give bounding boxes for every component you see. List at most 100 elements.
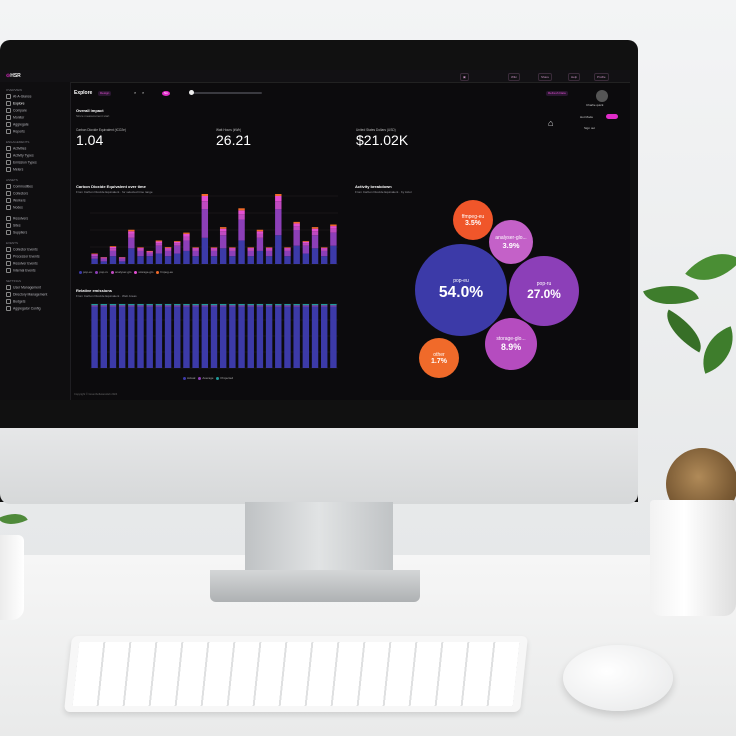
bubble-label: storage-glo... xyxy=(496,336,526,342)
sidebar-item-suppliers[interactable]: Suppliers xyxy=(6,230,27,235)
sidebar-item-emission-types[interactable]: Emission Types xyxy=(6,160,37,165)
bubble-ffmpeg-eu[interactable]: ffmpeg-eu 3.5% xyxy=(453,200,493,240)
sidebar-item-icon xyxy=(6,223,11,228)
bar-pop-eu-10 xyxy=(174,253,181,264)
bar-pop-ru-10 xyxy=(174,245,181,254)
bar-pop-ru-7 xyxy=(146,253,153,257)
bar-Projected-6 xyxy=(137,304,144,306)
sidebar-item-aggregator-config[interactable]: Aggregator Config xyxy=(6,306,41,311)
app-logo[interactable]: ⊙HSR xyxy=(6,73,21,79)
bar-fmpeg-eu-13 xyxy=(201,194,209,196)
avatar[interactable] xyxy=(596,90,608,102)
bar-pop-ru-2 xyxy=(100,258,107,262)
bar-pop-ru-15 xyxy=(219,235,227,249)
bar-Actual-6 xyxy=(137,306,144,368)
sidebar-item-activity-types[interactable]: Activity Types xyxy=(6,153,34,158)
sidebar-item-label: Directory Management xyxy=(13,292,48,297)
sidebar-item-resolvers[interactable]: Resolvers xyxy=(6,216,28,221)
topbar-button-wiki[interactable]: Wiki xyxy=(508,73,520,81)
sidebar-item-icon xyxy=(6,299,11,304)
sidebar-item-resolver-events[interactable]: Resolver Events xyxy=(6,261,38,266)
bar-storage-glo-20 xyxy=(265,247,273,249)
bar-Projected-7 xyxy=(146,304,153,306)
topbar-button-share[interactable]: Share xyxy=(538,73,553,81)
sidebar-item-label: Reports xyxy=(13,129,25,134)
bubble-analyser-glo[interactable]: analyser-glo... 3.9% xyxy=(489,220,533,264)
bar-storage-glo-24 xyxy=(302,241,310,244)
sign-out-item[interactable]: Sign out xyxy=(584,126,596,130)
bar-analyser-glo-16 xyxy=(229,248,236,251)
sidebar-item-icon xyxy=(6,129,11,134)
bar-storage-glo-5 xyxy=(128,231,135,234)
kpi-usd-value: $21.02K xyxy=(356,132,409,148)
bar-analyser-glo-9 xyxy=(164,248,172,251)
sidebar-item-user-management[interactable]: User Management xyxy=(6,285,41,290)
sidebar-item-nodes[interactable]: Nodes xyxy=(6,205,23,210)
sidebar-item-workers[interactable]: Workers xyxy=(6,198,26,203)
sidebar-item-icon xyxy=(6,153,11,158)
sidebar-item-label: Resolver Events xyxy=(13,261,38,266)
sidebar-item-reports[interactable]: Reports xyxy=(6,129,25,134)
search-icon[interactable]: ⌕ xyxy=(134,90,137,95)
sidebar-item-meters[interactable]: Meters xyxy=(6,167,23,172)
sidebar-item-internal-events[interactable]: Internal Events xyxy=(6,268,36,273)
bar-Average-3 xyxy=(109,305,117,307)
bar-pop-eu-6 xyxy=(137,256,144,264)
design-pill[interactable]: Design xyxy=(98,91,112,96)
bar-fmpeg-eu-1 xyxy=(91,253,98,255)
sidebar-item-sites[interactable]: Sites xyxy=(6,223,21,228)
bar-Actual-11 xyxy=(183,306,190,368)
bar-pop-ru-23 xyxy=(293,230,300,246)
monitor-chin xyxy=(0,428,638,504)
bubble-pop-ru[interactable]: pop-ru 27.0% xyxy=(509,256,579,326)
bar-Projected-22 xyxy=(284,304,291,306)
bubble-pop-eu[interactable]: pop-eu 54.0% xyxy=(415,244,507,336)
sidebar-item-budgets[interactable]: Budgets xyxy=(6,299,25,304)
bar-Average-2 xyxy=(100,305,107,307)
bar-pop-eu-16 xyxy=(229,256,236,264)
bar-analyser-glo-19 xyxy=(256,233,264,238)
bar-fmpeg-eu-17 xyxy=(238,208,245,211)
sidebar-item-monitor[interactable]: Monitor xyxy=(6,115,24,120)
refresh-button[interactable]: Refresh Data xyxy=(546,91,568,96)
sidebar-item-processor-events[interactable]: Processor Events xyxy=(6,254,40,259)
sidebar-item-collectors[interactable]: Collectors xyxy=(6,191,28,196)
legend-label: analyser-glo xyxy=(115,270,132,274)
time-slider-knob[interactable] xyxy=(189,90,194,95)
bubble-other[interactable]: other 1.7% xyxy=(419,338,459,378)
topbar-icon-box[interactable]: ▣ xyxy=(460,73,469,81)
top-bar: ⊙HSR ▣ Wiki Share Help Profile xyxy=(0,70,630,83)
sidebar-item-icon xyxy=(6,230,11,235)
bubble-storage-glo[interactable]: storage-glo... 8.9% xyxy=(485,318,537,370)
bar-pop-eu-27 xyxy=(330,245,337,264)
sidebar-item-activities[interactable]: Activities xyxy=(6,146,26,151)
topbar-button-help[interactable]: Help xyxy=(568,73,581,81)
sidebar-item-directory-management[interactable]: Directory Management xyxy=(6,292,47,297)
sidebar-item-compare[interactable]: Compare xyxy=(6,108,27,113)
bar-storage-glo-17 xyxy=(238,210,245,215)
sidebar-item-label: Collectors xyxy=(13,191,29,196)
sidebar-item-commodities[interactable]: Commodities xyxy=(6,184,33,189)
time-slider-track[interactable] xyxy=(192,92,262,94)
sidebar-item-at-a-glance[interactable]: At-A-Glance xyxy=(6,94,31,99)
bar-analyser-glo-1 xyxy=(91,254,98,257)
sidebar-item-explore[interactable]: Explore xyxy=(6,101,25,106)
zoom-icon[interactable]: ⌕ xyxy=(142,90,145,95)
bar-analyser-glo-5 xyxy=(128,233,135,238)
bar-Projected-8 xyxy=(155,304,163,306)
time-pill[interactable]: 5m xyxy=(162,91,170,96)
bar-fmpeg-eu-14 xyxy=(210,247,218,248)
hot-mode-toggle[interactable] xyxy=(606,114,618,119)
sidebar-item-icon xyxy=(6,216,11,221)
bar-analyser-glo-23 xyxy=(293,226,300,230)
sidebar-item-icon xyxy=(6,167,11,172)
sidebar-item-aggregate[interactable]: Aggregate xyxy=(6,122,29,127)
sidebar-item-label: User Management xyxy=(13,285,41,290)
sidebar-item-collector-events[interactable]: Collector Events xyxy=(6,247,38,252)
bar-Projected-27 xyxy=(330,304,337,306)
topbar-button-profile[interactable]: Profile xyxy=(594,73,609,81)
bar-Projected-4 xyxy=(118,304,126,306)
bubble-value: 3.9% xyxy=(502,240,520,250)
bar-Actual-8 xyxy=(155,306,163,368)
carbon-chart xyxy=(90,194,338,265)
